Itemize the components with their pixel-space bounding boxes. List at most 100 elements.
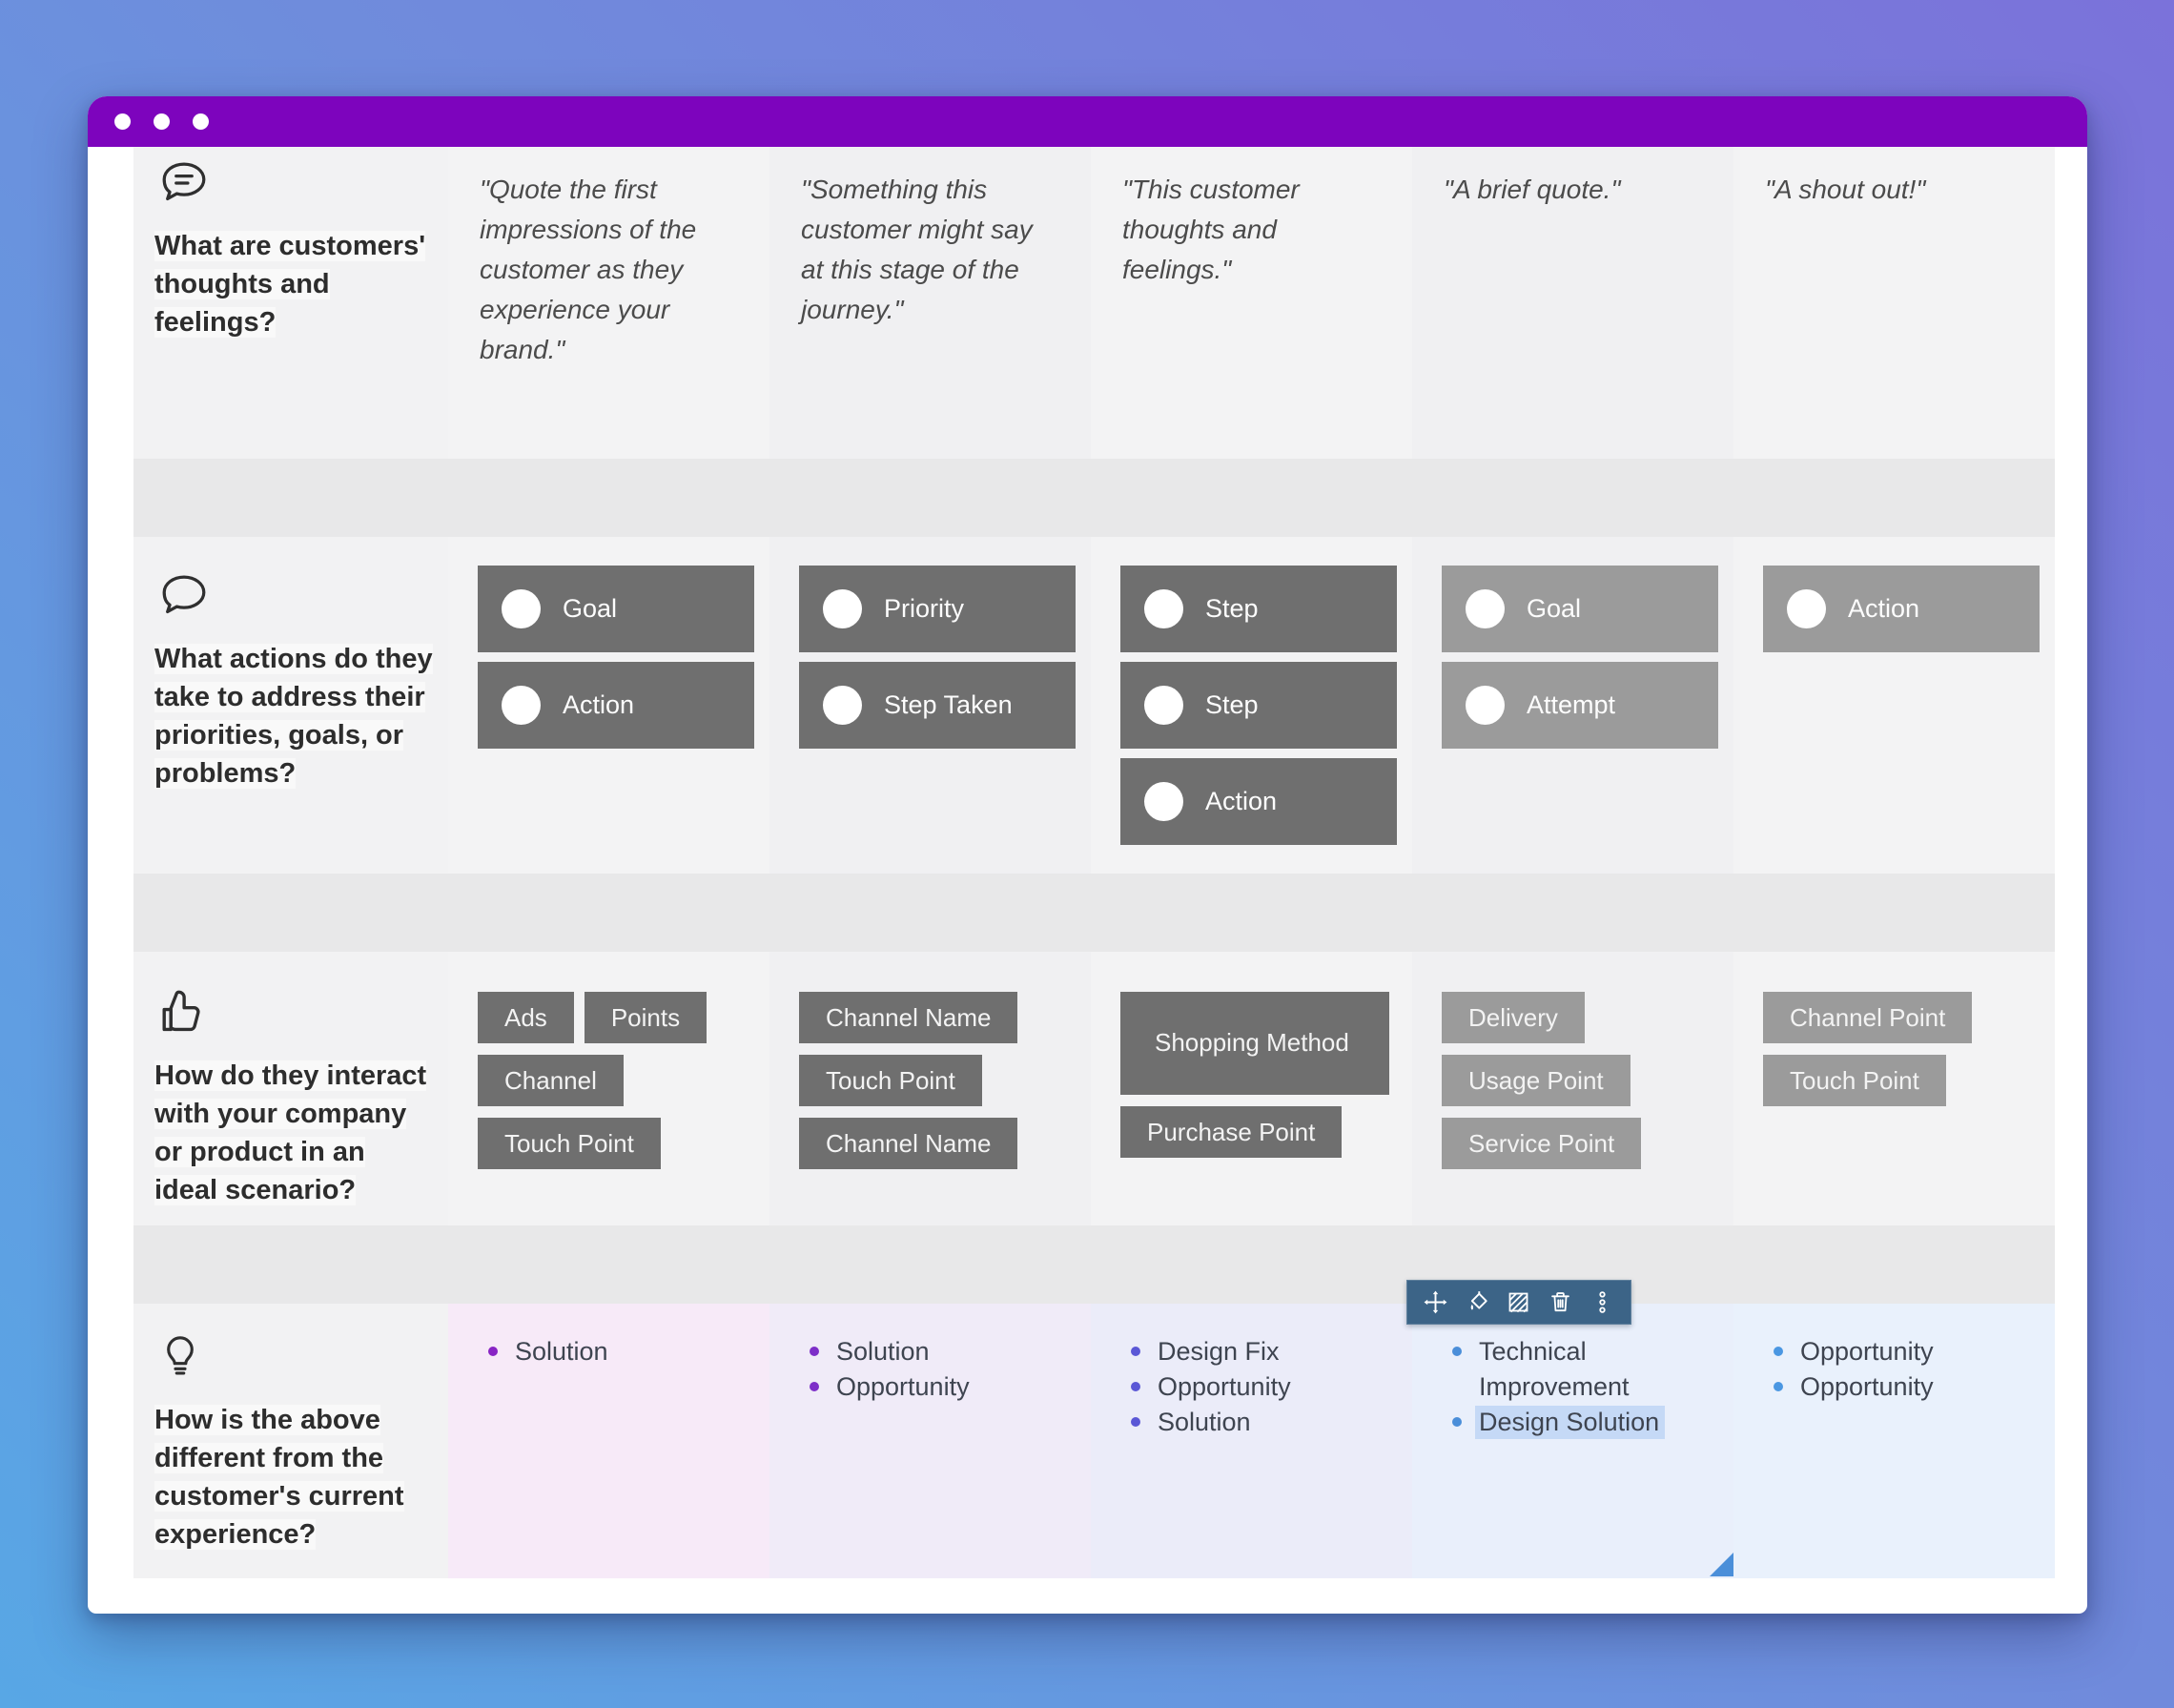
move-button[interactable] (1420, 1286, 1452, 1319)
idea-item[interactable]: Opportunity (1769, 1369, 2028, 1405)
speech-bubble-icon (162, 575, 206, 614)
action-pill[interactable]: Step (1120, 662, 1397, 749)
touchpoint-tag[interactable]: Channel (478, 1055, 624, 1106)
action-pill[interactable]: Goal (1442, 566, 1718, 652)
selected-text[interactable]: Design Solution (1475, 1406, 1666, 1439)
customer-quote[interactable]: "Something this customer might say at th… (801, 175, 1033, 324)
window-control-dot[interactable] (154, 113, 170, 130)
row-ideas-label-cell: How is the above different from the cust… (133, 1304, 448, 1578)
action-pill[interactable]: Priority (799, 566, 1076, 652)
interactions-cell: Channel Point Touch Point (1733, 952, 2055, 1225)
row-question: What actions do they take to address the… (154, 644, 433, 789)
interactions-cell: Delivery Usage Point Service Point (1412, 952, 1733, 1225)
touchpoint-tag[interactable]: Usage Point (1442, 1055, 1630, 1106)
touchpoint-tag[interactable]: Touch Point (799, 1055, 982, 1106)
thumbs-up-icon (162, 990, 200, 1032)
idea-list: Solution Opportunity (769, 1304, 1091, 1405)
touchpoint-tag[interactable]: Delivery (1442, 992, 1585, 1043)
touchpoint-tag[interactable]: Points (584, 992, 708, 1043)
selection-toolbar (1406, 1280, 1631, 1325)
pill-circle-icon (823, 686, 862, 725)
action-pill[interactable]: Action (1120, 758, 1397, 845)
move-icon (1424, 1290, 1447, 1314)
pill-circle-icon (823, 589, 862, 628)
idea-item[interactable]: Opportunity (1769, 1334, 2028, 1369)
idea-item[interactable]: Solution (805, 1334, 1064, 1369)
touchpoint-tag[interactable]: Shopping Method (1120, 992, 1389, 1095)
idea-item[interactable]: Design Fix (1126, 1334, 1385, 1369)
ideas-cell: Opportunity Opportunity (1733, 1304, 2055, 1578)
row-interactions-label-cell: How do they interact with your company o… (133, 952, 448, 1225)
action-pill[interactable]: Attempt (1442, 662, 1718, 749)
idea-item[interactable]: Solution (483, 1334, 743, 1369)
lightbulb-icon (167, 1336, 194, 1375)
idea-list: Solution (448, 1304, 769, 1369)
row-actions-label-cell: What actions do they take to address the… (133, 537, 448, 874)
touchpoint-tag[interactable]: Service Point (1442, 1118, 1642, 1169)
touchpoint-tag[interactable]: Purchase Point (1120, 1106, 1343, 1158)
row-ideas: How is the above different from the cust… (133, 1304, 2055, 1578)
pattern-fill-icon (1509, 1292, 1528, 1313)
quote-cell: "This customer thoughts and feelings." (1091, 147, 1412, 459)
idea-list: Technical Improvement Design Solution (1412, 1304, 1733, 1440)
row-actions: What actions do they take to address the… (133, 537, 2055, 874)
row-separator (133, 459, 2055, 537)
idea-item-selected[interactable]: Design Solution (1447, 1405, 1707, 1440)
action-pill[interactable]: Step (1120, 566, 1397, 652)
actions-cell: Goal Attempt (1412, 537, 1733, 874)
idea-list: Opportunity Opportunity (1733, 1304, 2055, 1405)
idea-item[interactable]: Opportunity (805, 1369, 1064, 1405)
trash-icon (1551, 1292, 1569, 1312)
actions-cell: Goal Action (448, 537, 769, 874)
ideas-cell: Solution (448, 1304, 769, 1578)
window-titlebar (88, 96, 2087, 147)
quote-cell: "Quote the first impressions of the cust… (448, 147, 769, 459)
row-thoughts-feelings: What are customers' thoughts and feeling… (133, 147, 2055, 459)
pattern-fill-button[interactable] (1503, 1286, 1535, 1319)
quote-cell: "A shout out!" (1733, 147, 2055, 459)
window-control-dot[interactable] (193, 113, 209, 130)
pill-circle-icon (502, 686, 541, 725)
journey-map-canvas: What are customers' thoughts and feeling… (133, 147, 2055, 1578)
row-separator (133, 874, 2055, 952)
kebab-menu-icon (1599, 1291, 1606, 1313)
action-pill[interactable]: Step Taken (799, 662, 1076, 749)
row-interactions: How do they interact with your company o… (133, 952, 2055, 1225)
pill-circle-icon (1787, 589, 1826, 628)
idea-item[interactable]: Solution (1126, 1405, 1385, 1440)
touchpoint-tag[interactable]: Channel Point (1763, 992, 1973, 1043)
actions-cell: Step Step Action (1091, 537, 1412, 874)
touchpoint-tag[interactable]: Channel Name (799, 1118, 1018, 1169)
action-pill[interactable]: Goal (478, 566, 754, 652)
window-control-dot[interactable] (114, 113, 131, 130)
more-options-button[interactable] (1586, 1286, 1618, 1319)
resize-handle[interactable] (1710, 1553, 1733, 1576)
interactions-cell: Shopping Method Purchase Point (1091, 952, 1412, 1225)
ideas-cell: Design Fix Opportunity Solution (1091, 1304, 1412, 1578)
delete-button[interactable] (1545, 1286, 1577, 1319)
action-pill[interactable]: Action (1763, 566, 2040, 652)
customer-quote[interactable]: "A shout out!" (1765, 175, 1926, 204)
customer-quote[interactable]: "A brief quote." (1444, 175, 1621, 204)
tag-row: Ads Points (478, 992, 708, 1055)
paint-format-button[interactable] (1461, 1286, 1493, 1319)
ideas-cell-selected: Technical Improvement Design Solution (1412, 1304, 1733, 1578)
idea-item[interactable]: Opportunity (1126, 1369, 1385, 1405)
customer-quote[interactable]: "This customer thoughts and feelings." (1122, 175, 1300, 284)
interactions-cell: Channel Name Touch Point Channel Name (769, 952, 1091, 1225)
idea-item[interactable]: Technical Improvement (1447, 1334, 1707, 1405)
touchpoint-tag[interactable]: Touch Point (478, 1118, 661, 1169)
touchpoint-tag[interactable]: Channel Name (799, 992, 1018, 1043)
touchpoint-tag[interactable]: Ads (478, 992, 574, 1043)
idea-list: Design Fix Opportunity Solution (1091, 1304, 1412, 1440)
pill-circle-icon (1144, 782, 1183, 821)
speech-bubble-lines-icon (162, 162, 206, 201)
quote-cell: "Something this customer might say at th… (769, 147, 1091, 459)
actions-cell: Action (1733, 537, 2055, 874)
touchpoint-tag[interactable]: Touch Point (1763, 1055, 1946, 1106)
interactions-cell: Ads Points Channel Touch Point (448, 952, 769, 1225)
action-pill[interactable]: Action (478, 662, 754, 749)
pill-circle-icon (1144, 589, 1183, 628)
customer-quote[interactable]: "Quote the first impressions of the cust… (480, 175, 697, 364)
